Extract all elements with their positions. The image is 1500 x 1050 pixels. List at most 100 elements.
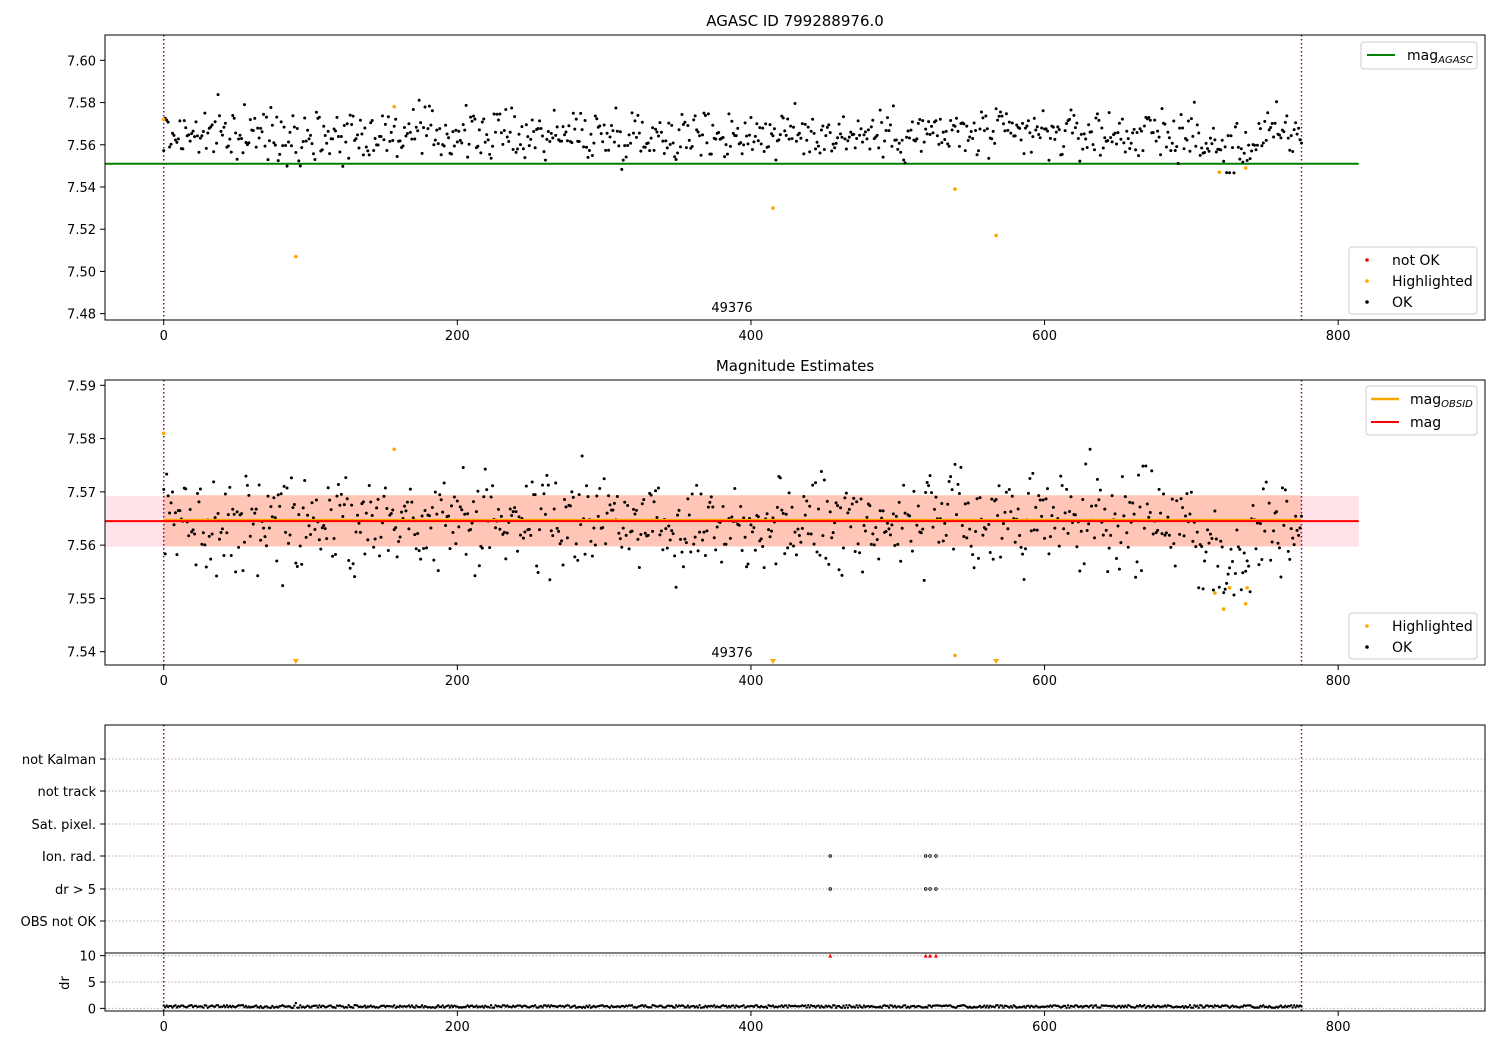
ok-point — [256, 574, 260, 578]
dr-point — [890, 1004, 894, 1007]
ok-point — [1207, 149, 1211, 153]
highlighted-point — [161, 117, 166, 122]
dr-point — [1066, 1004, 1070, 1007]
ok-point — [665, 546, 669, 550]
ok-point — [574, 542, 578, 546]
ok-point — [971, 553, 975, 557]
ok-point — [469, 115, 473, 119]
dr-point — [294, 1001, 298, 1005]
ok-point — [1040, 126, 1044, 130]
ok-point — [1254, 547, 1258, 551]
ok-point — [593, 543, 597, 547]
ok-point — [811, 117, 815, 121]
ok-point — [557, 529, 561, 533]
ok-point — [579, 523, 583, 527]
ok-point — [918, 118, 922, 122]
ok-point — [392, 124, 396, 128]
ok-point — [662, 152, 666, 156]
ok-point — [210, 123, 214, 127]
ok-point — [310, 501, 314, 505]
ok-point — [915, 523, 919, 527]
ok-point — [223, 492, 227, 496]
dr-point — [1187, 1005, 1190, 1009]
ok-point — [996, 514, 1000, 518]
ok-point — [510, 513, 514, 517]
ok-point — [1085, 528, 1089, 532]
x-tick-label: 600 — [1032, 329, 1057, 344]
ok-point — [1019, 545, 1023, 549]
ok-point — [353, 575, 357, 579]
ok-point — [805, 499, 809, 503]
y-tick-label: 7.57 — [67, 486, 96, 501]
dr-point — [271, 1004, 274, 1008]
ok-point — [925, 132, 929, 136]
ok-point — [260, 130, 264, 134]
ok-point — [300, 146, 304, 150]
ok-point — [618, 537, 622, 541]
ok-point — [681, 122, 685, 126]
ok-point — [602, 123, 606, 127]
ok-point — [568, 504, 572, 508]
ok-point — [919, 531, 923, 535]
ok-point — [222, 553, 226, 557]
ok-point — [994, 498, 998, 502]
dr-point — [1000, 1004, 1004, 1007]
dr-point — [1024, 1006, 1027, 1009]
ok-point — [1120, 475, 1124, 479]
ok-point — [235, 157, 239, 161]
ok-point — [612, 501, 616, 505]
ok-point — [1023, 126, 1027, 130]
panel-1-y-axis: 7.487.507.527.547.567.587.60 — [67, 54, 105, 323]
legend-marker-ok-2 — [1365, 645, 1369, 649]
ok-point — [378, 554, 382, 558]
ok-point — [325, 141, 329, 145]
ok-point — [987, 156, 991, 160]
ok-point — [755, 122, 759, 126]
ok-point — [1069, 495, 1073, 499]
ok-point — [394, 526, 398, 530]
ok-point — [652, 500, 656, 504]
ok-point — [173, 138, 177, 142]
ok-point — [595, 494, 599, 498]
ok-point — [320, 526, 324, 530]
ok-point — [847, 507, 851, 511]
ok-point — [326, 129, 330, 133]
ok-point — [1053, 526, 1057, 530]
dr-point — [858, 1004, 861, 1007]
ok-point — [458, 505, 462, 509]
ok-point — [834, 501, 838, 505]
ok-point — [561, 563, 565, 567]
ok-point — [460, 141, 464, 145]
ok-point — [890, 523, 894, 527]
ok-point — [220, 527, 224, 531]
ok-point — [307, 524, 311, 528]
x-tick-label: 0 — [160, 674, 168, 689]
ok-point — [338, 150, 342, 154]
flag-point — [828, 887, 832, 891]
ok-point — [834, 141, 838, 145]
ok-point — [692, 542, 696, 546]
dr-point — [393, 1004, 396, 1007]
ok-point — [357, 521, 361, 525]
ok-point — [758, 126, 762, 130]
dr-point — [862, 1004, 866, 1007]
ok-point — [642, 498, 646, 502]
x-tick-label: 0 — [160, 329, 168, 344]
ok-point — [438, 127, 442, 131]
highlighted-point — [771, 206, 775, 210]
ok-point — [1263, 119, 1267, 123]
ok-point — [306, 513, 310, 517]
ok-point — [505, 531, 509, 535]
ok-point — [949, 119, 953, 123]
ok-point — [693, 114, 697, 118]
ok-point — [549, 529, 553, 533]
dr-point — [903, 1004, 907, 1007]
ok-point — [1113, 131, 1117, 135]
ok-point — [1060, 152, 1064, 156]
dr-clipped-marker — [923, 953, 928, 958]
dr-point — [291, 1006, 295, 1010]
ok-point — [328, 152, 332, 156]
ok-point — [190, 132, 194, 136]
ok-point — [1157, 135, 1161, 139]
